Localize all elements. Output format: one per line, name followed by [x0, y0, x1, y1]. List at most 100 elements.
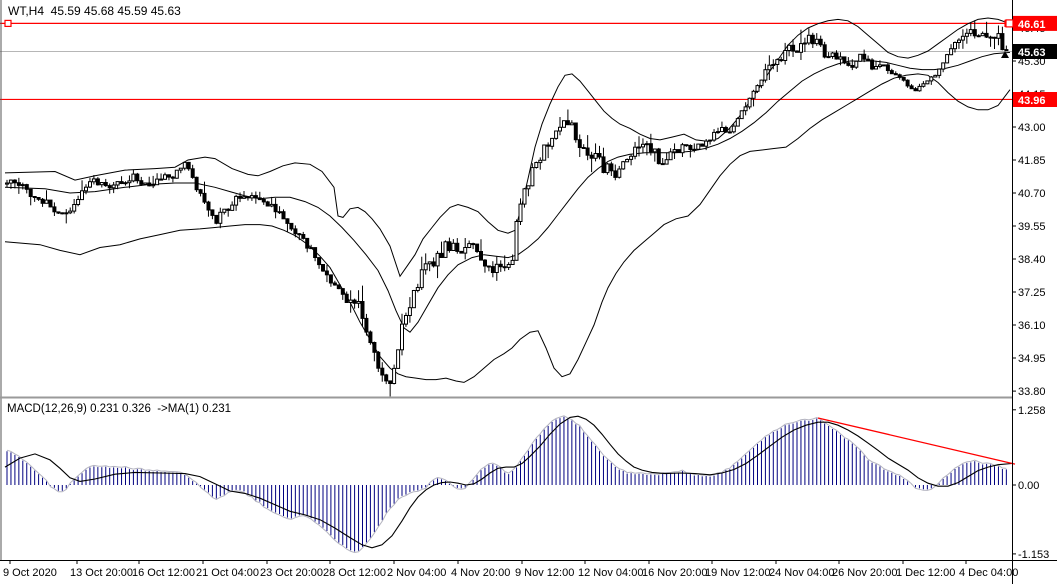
candle-bearish	[301, 234, 306, 239]
candle-bullish	[392, 367, 397, 384]
candle-bullish	[427, 261, 432, 265]
candle-bullish	[960, 35, 965, 41]
candle-bullish	[277, 211, 282, 214]
candle-bearish	[573, 122, 578, 141]
candle-bullish	[953, 42, 957, 50]
candle-bearish	[475, 243, 480, 253]
candle-bearish	[273, 203, 278, 213]
candle-bullish	[463, 247, 468, 254]
price-tick-label: 39.55	[1018, 221, 1046, 233]
candle-bearish	[581, 147, 586, 149]
candle-bearish	[834, 52, 839, 60]
candle-bearish	[198, 189, 203, 194]
candle-bullish	[644, 143, 649, 146]
candle-bullish	[467, 243, 472, 249]
time-tick-label: 1 Dec 12:00	[896, 567, 955, 579]
candle-bearish	[601, 156, 606, 173]
candle-bullish	[415, 287, 420, 291]
time-tick-label: 12 Nov 04:00	[578, 567, 643, 579]
candle-bullish	[858, 53, 863, 62]
candle-bearish	[265, 201, 270, 207]
time-tick-label: 24 Nov 04:00	[769, 567, 834, 579]
line-price-badge	[1013, 15, 1057, 31]
candle-bullish	[356, 301, 361, 304]
candle-bearish	[486, 265, 491, 268]
candle-bearish	[439, 252, 444, 258]
time-tick-label: 4 Dec 04:00	[959, 567, 1018, 579]
candle-bullish	[151, 184, 156, 187]
candle-bearish	[139, 180, 144, 185]
candle-bullish	[949, 48, 954, 56]
price-tick-label: 43.00	[1018, 122, 1046, 134]
candle-bearish	[103, 182, 108, 187]
candle-bullish	[522, 188, 527, 205]
candle-bullish	[411, 290, 416, 309]
candle-bullish	[787, 44, 792, 51]
candle-bearish	[791, 44, 796, 52]
candle-bearish	[905, 79, 910, 87]
candle-bullish	[178, 167, 183, 171]
candle-bullish	[637, 146, 641, 149]
candle-bullish	[435, 252, 440, 267]
candle-bearish	[885, 64, 890, 72]
candle-bullish	[759, 79, 764, 87]
time-tick-label: 2 Nov 04:00	[387, 567, 446, 579]
candle-bullish	[309, 247, 314, 250]
macd-trendline[interactable]	[817, 417, 1016, 465]
candle-bearish	[167, 174, 171, 178]
macd-envelope-line	[6, 415, 1007, 554]
candle-bullish	[348, 299, 353, 304]
candle-bullish	[838, 56, 843, 60]
candle-bearish	[340, 288, 345, 295]
candle-bearish	[384, 374, 389, 382]
price-tick-label: 38.40	[1018, 254, 1046, 266]
candle-bearish	[332, 282, 337, 286]
candle-bearish	[202, 192, 207, 203]
candle-bearish	[289, 222, 294, 230]
candle-bearish	[297, 233, 302, 236]
candle-bullish	[44, 199, 49, 204]
macd-histogram	[6, 416, 1007, 552]
candle-bearish	[471, 243, 476, 246]
candle-bearish	[95, 178, 100, 186]
candle-bullish	[569, 122, 574, 126]
candle-bearish	[170, 176, 175, 179]
time-axis[interactable]: 9 Oct 2020 13 Oct 20:00 16 Oct 12:00 21 Oct…	[3, 560, 1018, 579]
candle-bearish	[609, 163, 614, 172]
candle-bullish	[629, 155, 634, 160]
candle-bearish	[360, 301, 365, 319]
candle-bearish	[984, 32, 989, 38]
candle-bullish	[633, 146, 638, 157]
price-tick-label: 36.10	[1018, 320, 1046, 332]
candle-bearish	[238, 195, 243, 199]
candle-bullish	[925, 80, 930, 85]
candle-bullish	[396, 349, 401, 369]
candle-bearish	[909, 85, 914, 90]
candle-bearish	[660, 163, 665, 166]
candle-bearish	[992, 36, 997, 39]
time-tick-label: 16 Oct 12:00	[132, 567, 195, 579]
candle-bearish	[479, 251, 483, 261]
candle-bullish	[605, 163, 610, 174]
candle-bullish	[716, 131, 720, 134]
candle-bearish	[818, 38, 823, 46]
price-tick-label: 40.70	[1018, 188, 1046, 200]
price-axis[interactable]: 46.4545.3044.1543.0041.8540.7039.5538.40…	[1012, 23, 1049, 561]
candle-bullish	[945, 54, 950, 64]
candle-bullish	[419, 269, 424, 289]
line-selection-handle[interactable]	[4, 19, 12, 28]
candle-bullish	[696, 143, 701, 150]
candle-bearish	[889, 70, 894, 75]
candle-bullish	[562, 120, 566, 128]
time-tick-label: 9 Oct 2020	[3, 567, 57, 579]
candle-bearish	[585, 147, 590, 156]
candle-bullish	[182, 161, 187, 169]
line-axis-handle[interactable]	[1005, 19, 1014, 28]
last-price-marker-icon	[1001, 51, 1009, 58]
candle-bullish	[664, 159, 669, 165]
candle-bullish	[712, 131, 717, 141]
candle-bullish	[692, 148, 697, 151]
candle-bullish	[680, 144, 685, 154]
candle-bullish	[980, 32, 985, 37]
